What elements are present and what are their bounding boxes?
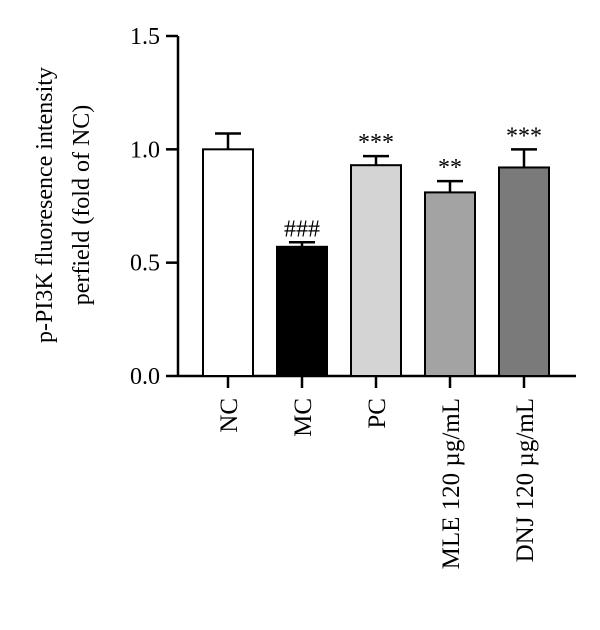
y-axis: 0.0 0.5 1.0 1.5: [130, 24, 180, 390]
category-labels: NC MC PC MLE 120 µg/mL DNJ 120 µg/mL: [216, 398, 539, 569]
bar: [498, 166, 550, 377]
bars: [202, 132, 550, 377]
x-category-label: MLE 120 µg/mL: [438, 398, 465, 569]
y-axis-title-line-2: perfield (fold of NC): [69, 105, 95, 306]
y-tick-label: 1.5: [130, 24, 160, 50]
bar: [276, 245, 328, 377]
y-axis-title-line-1: p-PI3K fluoresence intensity: [32, 67, 58, 343]
x-category-label: NC: [216, 398, 243, 433]
significance-annotations: ###********: [284, 123, 542, 242]
y-tick-label: 1.0: [130, 137, 160, 163]
x-axis: [178, 374, 576, 388]
x-category-label: PC: [364, 398, 391, 429]
bar: [202, 148, 254, 377]
significance-label: **: [438, 155, 462, 181]
significance-label: ***: [358, 130, 394, 156]
y-tick-label: 0.0: [130, 364, 160, 390]
y-tick-label: 0.5: [130, 251, 160, 277]
x-category-label: DNJ 120 µg/mL: [512, 398, 539, 562]
significance-label: ***: [506, 123, 542, 149]
bar: [350, 164, 402, 377]
x-category-label: MC: [290, 398, 317, 437]
bar: [424, 191, 476, 377]
significance-label: ###: [284, 216, 320, 242]
y-axis-title: p-PI3K fluoresence intensity perfield (f…: [32, 67, 95, 343]
